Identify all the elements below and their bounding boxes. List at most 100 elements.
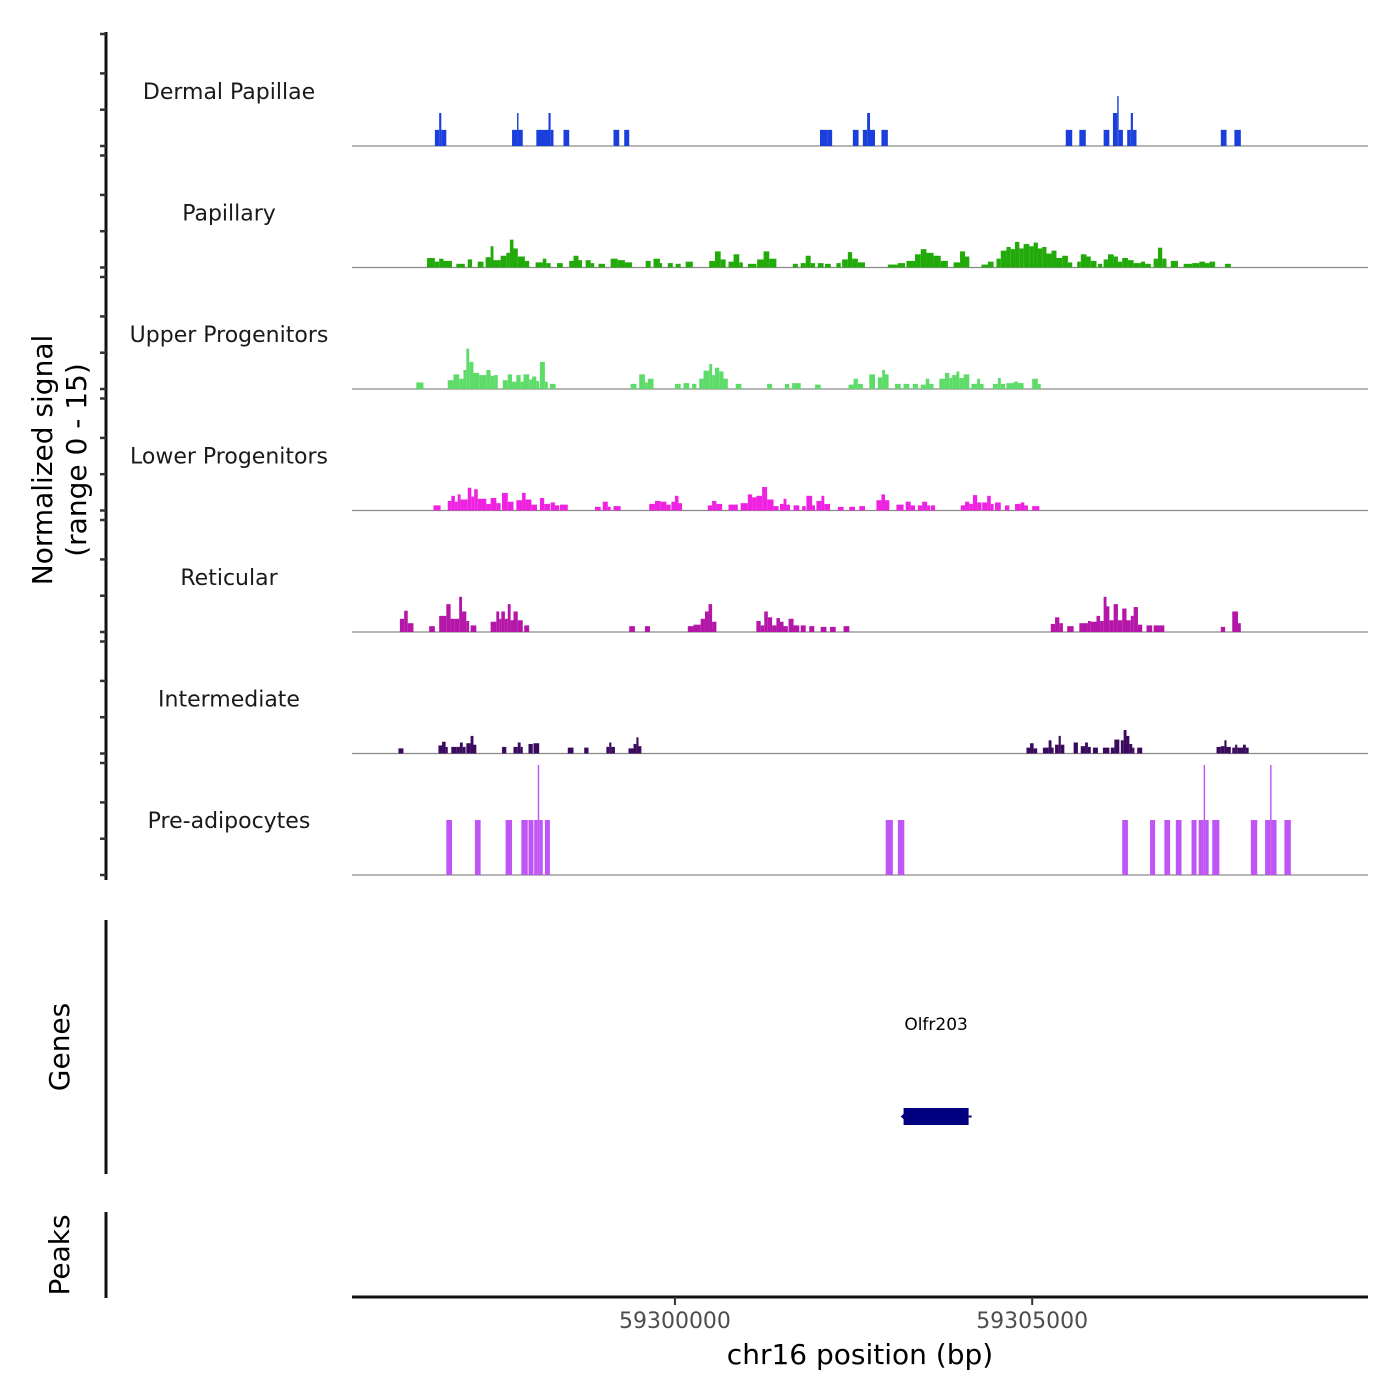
signal-bin xyxy=(1077,261,1081,268)
track-label: Lower Progenitors xyxy=(130,445,328,470)
signal-bin xyxy=(594,506,601,511)
signal-bin xyxy=(747,263,757,268)
track-label: Intermediate xyxy=(158,688,300,713)
signal-bin xyxy=(990,503,994,511)
signal-bin xyxy=(820,626,827,632)
track-label: Reticular xyxy=(180,566,278,591)
signal-bin xyxy=(1237,747,1243,754)
signal-bin xyxy=(767,383,773,389)
signal-bin xyxy=(1060,744,1065,754)
gene-body xyxy=(903,1108,969,1125)
signal-bin xyxy=(659,263,663,268)
signal-bin xyxy=(578,260,583,268)
signal-bin xyxy=(471,496,475,511)
signal-bin xyxy=(507,374,513,389)
signal-bin xyxy=(633,743,637,754)
signal-bin xyxy=(490,246,494,268)
signal-bin xyxy=(590,263,595,268)
signal-bin xyxy=(1133,263,1141,268)
signal-bin xyxy=(674,383,681,389)
signal-bin xyxy=(1191,820,1197,875)
signal-bin xyxy=(940,260,948,268)
signal-bin xyxy=(756,495,763,511)
signal-bin xyxy=(905,501,911,511)
signal-bin xyxy=(504,618,508,632)
signal-bin xyxy=(819,129,828,146)
track-papillary: Papillary xyxy=(182,202,1368,269)
signal-bin xyxy=(598,263,605,268)
signal-bin xyxy=(709,260,715,268)
signal-bin xyxy=(467,487,472,511)
signal-bin xyxy=(528,820,534,875)
signal-bin xyxy=(1006,246,1011,268)
signal-bin xyxy=(712,621,717,632)
signal-bin xyxy=(867,113,870,146)
signal-bin xyxy=(524,260,530,268)
signal-bin xyxy=(433,505,441,511)
signal-bin xyxy=(649,503,655,511)
signal-bin xyxy=(539,820,543,875)
signal-bin xyxy=(1090,621,1097,632)
signal-bin xyxy=(611,746,615,754)
signal-bin xyxy=(779,503,784,511)
signal-bin xyxy=(925,378,930,389)
signal-bin xyxy=(740,503,748,511)
signal-bin xyxy=(447,380,454,389)
signal-bin xyxy=(1062,255,1068,268)
signal-bin xyxy=(881,494,885,511)
signal-bin xyxy=(953,262,961,268)
signal-bin xyxy=(628,748,634,754)
signal-bin xyxy=(520,746,523,754)
signal-bin xyxy=(1140,261,1146,268)
signal-bin xyxy=(1079,623,1088,632)
signal-bin xyxy=(1073,742,1078,754)
signal-bin xyxy=(1270,765,1272,875)
signal-bin xyxy=(439,113,442,146)
signal-bin xyxy=(490,375,495,389)
signal-bin xyxy=(949,378,953,389)
signal-bin xyxy=(445,746,448,754)
signal-bin xyxy=(887,264,898,268)
signal-bin xyxy=(1106,606,1110,632)
signal-bin xyxy=(573,255,579,268)
signal-bin xyxy=(447,500,452,511)
gene-olfr203: Olfr203 xyxy=(900,1015,972,1125)
signal-bin xyxy=(639,374,645,389)
signal-bin xyxy=(1220,129,1227,146)
x-axis-title: chr16 position (bp) xyxy=(727,1338,993,1371)
signal-bin xyxy=(772,625,777,632)
signal-bin xyxy=(496,611,500,632)
signal-bin xyxy=(1153,258,1158,268)
signal-bin xyxy=(513,746,518,754)
peaks-panel-label: Peaks xyxy=(43,1214,76,1295)
signal-bin xyxy=(1265,820,1271,875)
signal-bin xyxy=(1127,129,1131,146)
signal-bin xyxy=(517,256,525,268)
signal-bin xyxy=(960,251,966,268)
signal-bin xyxy=(1127,260,1134,268)
signal-bin xyxy=(1126,735,1130,754)
signal-bin xyxy=(1013,381,1018,389)
signal-bin xyxy=(1109,620,1114,632)
signal-bin xyxy=(1037,248,1043,268)
signal-bin xyxy=(1058,735,1061,754)
signal-bin xyxy=(849,506,855,511)
signal-bin xyxy=(800,625,806,632)
signal-bin xyxy=(1024,505,1028,511)
signal-bin xyxy=(959,378,964,389)
signal-bin xyxy=(469,361,474,389)
signal-bin xyxy=(474,820,481,875)
signal-bin xyxy=(1051,250,1057,268)
signal-bin xyxy=(805,255,811,268)
signal-bin xyxy=(613,129,620,146)
signal-bin xyxy=(1020,502,1025,511)
signal-bin xyxy=(1224,740,1227,754)
signal-bin xyxy=(1087,621,1091,632)
signal-bin xyxy=(1232,747,1236,754)
signal-bin xyxy=(644,382,648,389)
signal-bin xyxy=(459,742,463,754)
signal-bin xyxy=(788,618,794,632)
signal-bin xyxy=(1245,747,1249,754)
signal-bin xyxy=(895,383,901,389)
